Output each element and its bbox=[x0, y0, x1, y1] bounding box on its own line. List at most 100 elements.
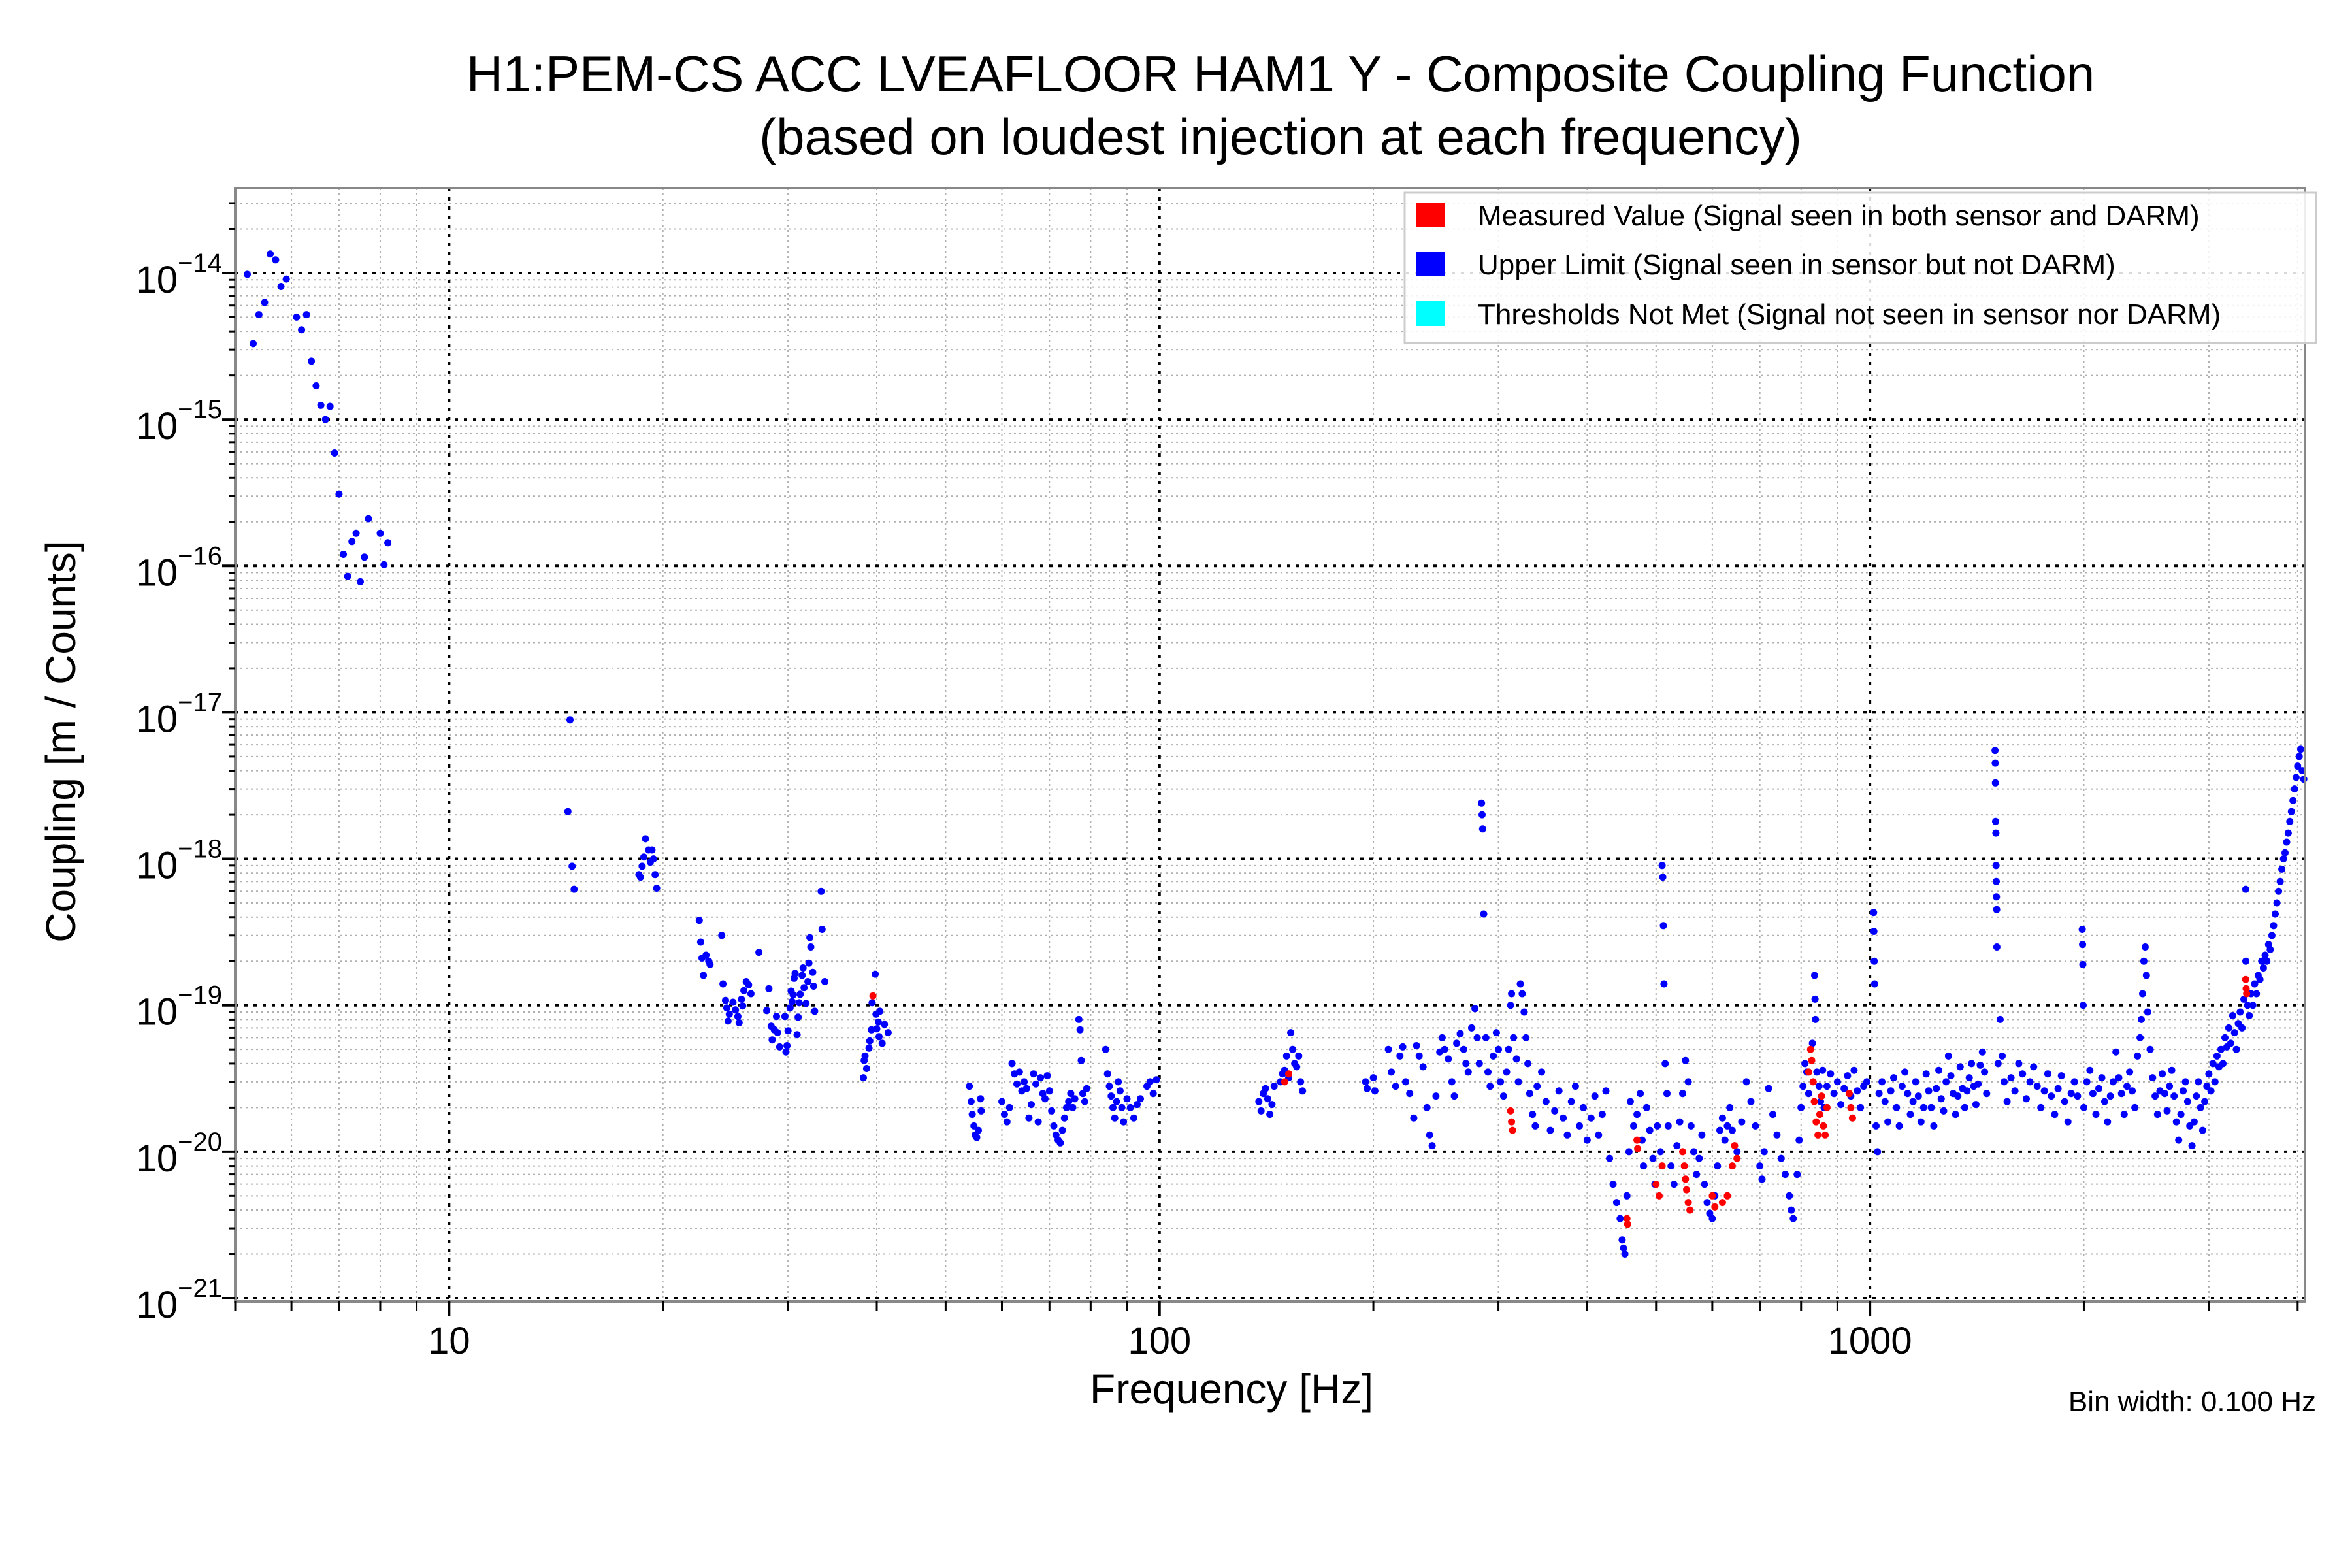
upper-limit-point bbox=[1637, 1090, 1644, 1098]
upper-limit-point bbox=[2070, 1078, 2078, 1086]
upper-limit-point bbox=[2289, 796, 2297, 804]
upper-limit-point bbox=[1782, 1171, 1789, 1179]
upper-limit-point bbox=[2057, 1072, 2065, 1080]
upper-limit-point bbox=[1991, 779, 1999, 787]
upper-limit-point bbox=[2140, 957, 2148, 965]
upper-limit-point bbox=[1660, 980, 1668, 988]
upper-limit-point bbox=[1830, 1090, 1838, 1098]
upper-limit-point bbox=[277, 283, 285, 290]
upper-limit-point bbox=[807, 943, 815, 951]
upper-limit-point bbox=[1795, 1136, 1803, 1144]
upper-limit-point bbox=[1546, 1126, 1554, 1134]
measured-point bbox=[1624, 1220, 1631, 1228]
upper-limit-point bbox=[1976, 1061, 1984, 1069]
upper-limit-point bbox=[2283, 838, 2291, 846]
upper-limit-point bbox=[1015, 1068, 1023, 1076]
upper-limit-point bbox=[255, 311, 263, 319]
upper-limit-point bbox=[1576, 1122, 1583, 1130]
upper-limit-point bbox=[2026, 1078, 2034, 1086]
upper-limit-point bbox=[2180, 1087, 2187, 1095]
upper-limit-point bbox=[1058, 1126, 1066, 1134]
measured-point bbox=[1731, 1142, 1739, 1150]
upper-limit-point bbox=[2040, 1087, 2048, 1095]
upper-limit-point bbox=[1606, 1154, 1614, 1162]
upper-limit-point bbox=[2136, 1034, 2144, 1041]
upper-limit-point bbox=[1538, 1068, 1546, 1076]
upper-limit-point bbox=[2294, 762, 2302, 770]
upper-limit-point bbox=[1954, 1092, 1962, 1100]
upper-limit-point bbox=[1659, 874, 1667, 881]
upper-limit-point bbox=[1045, 1087, 1053, 1095]
upper-limit-point bbox=[384, 539, 392, 547]
upper-limit-point bbox=[1630, 1122, 1637, 1130]
upper-limit-point bbox=[865, 1044, 873, 1052]
upper-limit-point bbox=[1850, 1066, 1858, 1074]
major-gridlines bbox=[235, 188, 2305, 1301]
upper-limit-point bbox=[1679, 1090, 1686, 1098]
upper-limit-point bbox=[2078, 926, 2086, 933]
upper-limit-point bbox=[2213, 1052, 2221, 1060]
upper-limit-point bbox=[2151, 1092, 2159, 1100]
upper-limit-point bbox=[2106, 1092, 2114, 1100]
upper-limit-point bbox=[1109, 1103, 1117, 1111]
upper-limit-point bbox=[1065, 1098, 1073, 1105]
upper-limit-point bbox=[1872, 1122, 1880, 1130]
upper-limit-point bbox=[768, 1036, 776, 1044]
upper-limit-point bbox=[1146, 1078, 1154, 1086]
upper-limit-point bbox=[1563, 1131, 1571, 1139]
upper-limit-point bbox=[376, 529, 384, 537]
upper-limit-point bbox=[1445, 1055, 1452, 1063]
upper-limit-point bbox=[1752, 1122, 1759, 1130]
upper-limit-point bbox=[795, 999, 803, 1007]
upper-limit-point bbox=[2161, 1090, 2168, 1098]
upper-limit-point bbox=[718, 932, 726, 939]
upper-limit-point bbox=[261, 299, 269, 306]
upper-limit-point bbox=[800, 984, 808, 992]
upper-limit-point bbox=[2292, 774, 2300, 781]
upper-limit-point bbox=[1423, 1103, 1431, 1111]
upper-limit-point bbox=[2221, 1034, 2229, 1041]
upper-limit-point bbox=[1555, 1087, 1563, 1095]
upper-limit-point bbox=[765, 985, 773, 992]
measured-point bbox=[1808, 1056, 1816, 1064]
upper-limit-point bbox=[1874, 1148, 1882, 1156]
upper-limit-point bbox=[2074, 1092, 2082, 1100]
upper-limit-point bbox=[1654, 1122, 1661, 1130]
upper-limit-point bbox=[1152, 1076, 1160, 1084]
upper-limit-point bbox=[2201, 1098, 2209, 1105]
upper-limit-point bbox=[1297, 1078, 1305, 1086]
measured-point bbox=[1821, 1131, 1829, 1139]
legend-swatch-upper-limit bbox=[1416, 252, 1445, 276]
upper-limit-point bbox=[1034, 1118, 1042, 1126]
upper-limit-point bbox=[1684, 1078, 1692, 1086]
upper-limit-point bbox=[2120, 1111, 2128, 1119]
upper-limit-point bbox=[1965, 1074, 1973, 1082]
upper-limit-point bbox=[1293, 1063, 1301, 1071]
upper-limit-point bbox=[1598, 1111, 1606, 1119]
upper-limit-point bbox=[2195, 1078, 2202, 1086]
upper-limit-point bbox=[868, 1026, 875, 1034]
upper-limit-point bbox=[861, 1052, 869, 1060]
upper-limit-point bbox=[977, 1095, 985, 1103]
upper-limit-point bbox=[1881, 1098, 1889, 1105]
upper-limit-point bbox=[1870, 909, 1878, 917]
upper-limit-point bbox=[1940, 1107, 1948, 1115]
upper-limit-point bbox=[818, 926, 826, 933]
upper-limit-point bbox=[1126, 1103, 1134, 1111]
upper-limit-point bbox=[1667, 1162, 1675, 1170]
upper-limit-point bbox=[1419, 1063, 1427, 1071]
upper-limit-point bbox=[1503, 1068, 1511, 1076]
upper-limit-point bbox=[1514, 1078, 1522, 1086]
upper-limit-point bbox=[2207, 1087, 2215, 1095]
upper-limit-point bbox=[2181, 1078, 2189, 1086]
upper-limit-point bbox=[1912, 1078, 1919, 1086]
upper-limit-point bbox=[1701, 1181, 1708, 1188]
upper-limit-point bbox=[2291, 785, 2298, 793]
upper-limit-point bbox=[2263, 957, 2271, 965]
upper-limit-point bbox=[1043, 1072, 1051, 1080]
upper-limit-point bbox=[1030, 1070, 1037, 1078]
chart-subtitle: (based on loudest injection at each freq… bbox=[759, 108, 1802, 165]
upper-limit-point bbox=[2030, 1063, 2038, 1071]
bin-width-note: Bin width: 0.100 Hz bbox=[2068, 1386, 2316, 1418]
upper-limit-point bbox=[747, 990, 755, 998]
